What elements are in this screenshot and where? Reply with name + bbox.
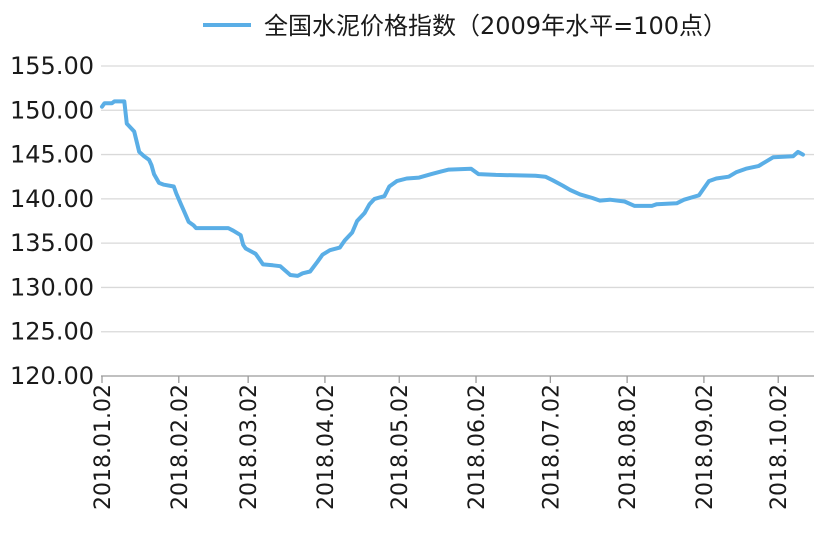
y-axis-tick-labels: 120.00 125.00 130.00 135.00 140.00 145.00 150.… bbox=[10, 52, 94, 390]
legend: 全国水泥价格指数（2009年水平=100点） bbox=[203, 12, 727, 40]
x-tick-label: 2018.08.02 bbox=[616, 384, 641, 510]
x-axis-tick-labels: 2018.01.02 2018.02.02 2018.03.02 2018.04.02… bbox=[91, 384, 792, 510]
series-layer bbox=[100, 99, 805, 278]
y-tick-label: 120.00 bbox=[10, 362, 94, 390]
legend-label: 全国水泥价格指数（2009年水平=100点） bbox=[264, 12, 727, 40]
y-tick-label: 145.00 bbox=[10, 141, 94, 169]
x-tick-label: 2018.01.02 bbox=[91, 384, 116, 510]
grid-lines bbox=[101, 65, 814, 333]
x-axis-tick-marks bbox=[101, 376, 779, 383]
x-tick-label: 2018.06.02 bbox=[465, 384, 490, 510]
y-tick-label: 150.00 bbox=[10, 96, 94, 124]
x-tick-label: 2018.03.02 bbox=[237, 384, 262, 510]
y-tick-label: 130.00 bbox=[10, 273, 94, 301]
y-tick-label: 155.00 bbox=[10, 52, 94, 80]
y-tick-label: 140.00 bbox=[10, 185, 94, 213]
y-tick-label: 125.00 bbox=[10, 318, 94, 346]
series-line bbox=[100, 99, 805, 278]
x-tick-label: 2018.04.02 bbox=[314, 384, 339, 510]
x-tick-label: 2018.07.02 bbox=[539, 384, 564, 510]
x-tick-label: 2018.09.02 bbox=[693, 384, 718, 510]
x-tick-label: 2018.05.02 bbox=[388, 384, 413, 510]
y-tick-label: 135.00 bbox=[10, 229, 94, 257]
x-tick-label: 2018.10.02 bbox=[767, 384, 792, 510]
x-tick-label: 2018.02.02 bbox=[168, 384, 193, 510]
